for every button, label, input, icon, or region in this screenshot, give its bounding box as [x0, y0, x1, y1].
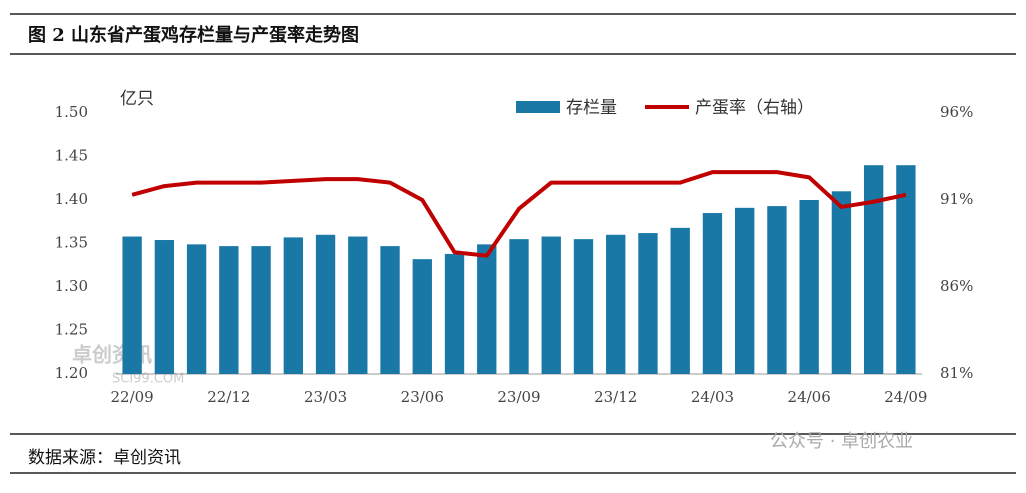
- bar: [541, 236, 561, 374]
- x-tick-label: 23/09: [497, 388, 540, 406]
- y-tick-label: 1.40: [55, 190, 88, 208]
- x-tick-label: 24/06: [788, 388, 831, 406]
- legend-swatch: [516, 101, 560, 113]
- bar: [186, 244, 207, 374]
- bar: [767, 206, 787, 374]
- line: [131, 170, 907, 258]
- bar: [380, 246, 400, 374]
- x-tick-label: 23/06: [401, 388, 444, 406]
- y-axis-label: 亿只: [120, 89, 154, 109]
- bar: [831, 191, 852, 374]
- bar: [670, 227, 690, 374]
- watermark: SCI99.COM: [112, 372, 184, 387]
- bar: [251, 246, 271, 374]
- x-tick-label: 23/03: [304, 388, 347, 406]
- y-tick-label: 1.35: [55, 234, 88, 252]
- source: 数据来源：卓创资讯: [28, 448, 181, 468]
- x-tick-label: 22/12: [207, 388, 250, 406]
- bar: [444, 253, 465, 374]
- watermark: 公众号 · 卓创农业: [770, 431, 913, 452]
- y-tick-label: 1.30: [55, 277, 88, 295]
- x-tick-label: 23/12: [594, 388, 637, 406]
- bar: [638, 233, 658, 374]
- bar: [122, 236, 142, 374]
- legend-label: 产蛋率（右轴）: [695, 98, 814, 118]
- bar: [477, 244, 497, 374]
- bar: [219, 246, 239, 374]
- y2-tick-label: 81%: [940, 364, 973, 382]
- bar: [315, 234, 336, 374]
- y-tick-label: 1.25: [55, 321, 88, 339]
- legend-label: 存栏量: [566, 98, 617, 118]
- y2-tick-label: 86%: [940, 277, 973, 295]
- bar: [509, 239, 529, 374]
- bar: [896, 165, 916, 374]
- bar: [283, 237, 303, 374]
- bar: [606, 234, 626, 374]
- bar: [348, 236, 368, 374]
- bar: [412, 259, 432, 374]
- chart-title: 图 2 山东省产蛋鸡存栏量与产蛋率走势图: [28, 24, 359, 46]
- y-tick-label: 1.50: [55, 103, 88, 121]
- y2-tick-label: 91%: [940, 190, 973, 208]
- bar: [799, 200, 819, 374]
- bar: [154, 240, 175, 374]
- y2-tick-label: 96%: [940, 103, 973, 121]
- bar: [573, 239, 594, 374]
- x-tick-label: 22/09: [111, 388, 154, 406]
- x-tick-label: 24/09: [884, 388, 927, 406]
- y-tick-label: 1.20: [55, 364, 88, 382]
- x-tick-label: 24/03: [691, 388, 734, 406]
- bar: [735, 207, 755, 374]
- y-tick-label: 1.45: [55, 147, 88, 165]
- bar: [702, 213, 723, 374]
- bar: [863, 165, 884, 374]
